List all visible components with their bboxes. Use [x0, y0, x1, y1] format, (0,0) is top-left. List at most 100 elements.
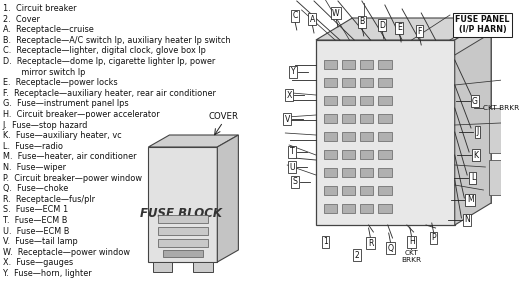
Text: C.  Receptacle—lighter, digital clock, glove box lp: C. Receptacle—lighter, digital clock, gl…	[3, 46, 206, 56]
Text: W: W	[332, 8, 340, 17]
Text: E.  Receptacle—power locks: E. Receptacle—power locks	[3, 78, 118, 87]
Text: CKT
BRKR: CKT BRKR	[402, 250, 422, 263]
Polygon shape	[324, 186, 337, 195]
Text: 1.  Circuit breaker: 1. Circuit breaker	[3, 4, 76, 13]
Text: G.  Fuse—instrument panel lps: G. Fuse—instrument panel lps	[3, 99, 129, 108]
Text: R.  Receptacle—fus/plr: R. Receptacle—fus/plr	[3, 195, 95, 204]
Polygon shape	[218, 135, 238, 262]
Text: C: C	[292, 11, 298, 20]
Text: P.  Circuit breaker—power window: P. Circuit breaker—power window	[3, 174, 142, 183]
Polygon shape	[378, 168, 392, 177]
Text: FUSE PANEL
(I/P HARN): FUSE PANEL (I/P HARN)	[455, 15, 510, 34]
Text: D: D	[379, 20, 385, 29]
Polygon shape	[360, 78, 373, 87]
Polygon shape	[324, 60, 337, 69]
Polygon shape	[149, 135, 238, 147]
Polygon shape	[194, 262, 212, 272]
Text: R: R	[368, 238, 373, 247]
Text: U: U	[289, 163, 295, 172]
Polygon shape	[342, 114, 355, 123]
Polygon shape	[360, 96, 373, 105]
Text: V: V	[285, 115, 290, 124]
Polygon shape	[360, 186, 373, 195]
Text: mirror switch lp: mirror switch lp	[3, 68, 85, 76]
Polygon shape	[158, 227, 208, 235]
Polygon shape	[378, 96, 392, 105]
Polygon shape	[378, 186, 392, 195]
Text: M: M	[467, 196, 473, 205]
Text: Y: Y	[291, 68, 295, 76]
Text: G: G	[472, 97, 478, 106]
Polygon shape	[158, 215, 208, 223]
Text: M.  Fuse—heater, air conditioner: M. Fuse—heater, air conditioner	[3, 152, 137, 161]
Text: F: F	[417, 26, 422, 35]
Polygon shape	[353, 18, 491, 203]
Text: J: J	[476, 128, 479, 136]
Polygon shape	[378, 60, 392, 69]
Text: A: A	[310, 14, 315, 23]
Polygon shape	[324, 150, 337, 159]
Polygon shape	[342, 150, 355, 159]
Polygon shape	[342, 186, 355, 195]
Text: J.  Fuse—stop hazard: J. Fuse—stop hazard	[3, 121, 88, 130]
Polygon shape	[153, 262, 172, 272]
Polygon shape	[163, 250, 203, 257]
Polygon shape	[378, 132, 392, 141]
Text: P: P	[431, 233, 436, 242]
Polygon shape	[506, 18, 523, 68]
Polygon shape	[378, 204, 392, 213]
Text: B: B	[359, 17, 365, 26]
Text: D.  Receptacle—dome lp, cigarette lighter lp, power: D. Receptacle—dome lp, cigarette lighter…	[3, 57, 215, 66]
Text: U.  Fuse—ECM B: U. Fuse—ECM B	[3, 226, 69, 236]
Text: W.  Receptacle—power window: W. Receptacle—power window	[3, 248, 130, 257]
Polygon shape	[360, 168, 373, 177]
Polygon shape	[324, 204, 337, 213]
Polygon shape	[324, 132, 337, 141]
Polygon shape	[316, 18, 491, 40]
Text: B.  Receptacle—A/C switch lp, auxiliary heater lp switch: B. Receptacle—A/C switch lp, auxiliary h…	[3, 36, 231, 45]
Text: X.  Fuse—gauges: X. Fuse—gauges	[3, 258, 73, 267]
Text: Y.  Fuse—horn, lighter: Y. Fuse—horn, lighter	[3, 269, 92, 278]
Polygon shape	[342, 204, 355, 213]
Text: T: T	[290, 148, 294, 157]
Text: Q.  Fuse—choke: Q. Fuse—choke	[3, 184, 68, 193]
Polygon shape	[158, 239, 208, 247]
Polygon shape	[316, 40, 454, 225]
Polygon shape	[360, 60, 373, 69]
Polygon shape	[342, 168, 355, 177]
Text: 2: 2	[355, 250, 359, 260]
Text: CKT BRKR: CKT BRKR	[483, 105, 520, 111]
Text: FUSE BLOCΚ: FUSE BLOCΚ	[140, 207, 222, 220]
Polygon shape	[149, 147, 218, 262]
Text: H.  Circuit breaker—power accelerator: H. Circuit breaker—power accelerator	[3, 110, 160, 119]
Text: K.  Fuse—auxiliary heater, vc: K. Fuse—auxiliary heater, vc	[3, 131, 121, 140]
Text: N.  Fuse—wiper: N. Fuse—wiper	[3, 163, 66, 172]
Polygon shape	[324, 96, 337, 105]
Text: X: X	[287, 91, 292, 100]
Polygon shape	[342, 78, 355, 87]
Text: S.  Fuse—ECM 1: S. Fuse—ECM 1	[3, 206, 68, 214]
Polygon shape	[324, 78, 337, 87]
Polygon shape	[342, 60, 355, 69]
Polygon shape	[324, 114, 337, 123]
Text: 2.  Cover: 2. Cover	[3, 15, 40, 24]
Text: T.  Fuse—ECM B: T. Fuse—ECM B	[3, 216, 67, 225]
Polygon shape	[489, 160, 508, 195]
Polygon shape	[360, 204, 373, 213]
Text: K: K	[473, 151, 479, 160]
Polygon shape	[378, 78, 392, 87]
Polygon shape	[454, 18, 491, 55]
Text: H: H	[409, 238, 415, 247]
Text: COVER: COVER	[208, 112, 238, 121]
Polygon shape	[342, 96, 355, 105]
Polygon shape	[378, 150, 392, 159]
Polygon shape	[489, 108, 508, 153]
Text: A.  Receptacle—cruise: A. Receptacle—cruise	[3, 25, 94, 34]
Polygon shape	[360, 132, 373, 141]
Text: 1: 1	[323, 238, 328, 247]
Text: E: E	[397, 23, 402, 32]
Polygon shape	[378, 114, 392, 123]
Text: F.  Receptacle—auxiliary heater, rear air conditioner: F. Receptacle—auxiliary heater, rear air…	[3, 89, 216, 98]
Text: Q: Q	[388, 244, 394, 253]
Text: L.  Fuse—radio: L. Fuse—radio	[3, 142, 63, 151]
